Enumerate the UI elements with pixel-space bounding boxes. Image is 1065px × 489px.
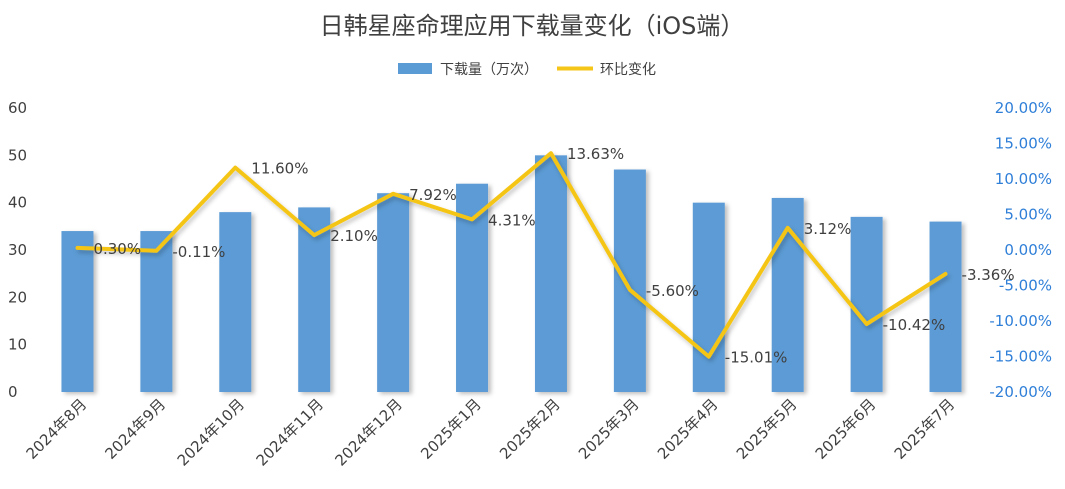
bar bbox=[613, 169, 646, 392]
x-tick-label: 2024年8月 bbox=[23, 395, 91, 463]
bar bbox=[534, 155, 567, 392]
bar bbox=[61, 231, 94, 392]
x-tick-label: 2025年7月 bbox=[891, 395, 959, 463]
line-data-label: 3.12% bbox=[804, 220, 852, 238]
x-tick-label: 2025年4月 bbox=[654, 395, 722, 463]
legend: 下载量（万次） 环比变化 bbox=[398, 62, 656, 78]
right-tick-label: 20.00% bbox=[995, 99, 1052, 117]
mom-line bbox=[75, 151, 948, 359]
bar bbox=[140, 231, 173, 392]
right-tick-label: 0.00% bbox=[1004, 241, 1052, 259]
right-tick-label: -5.00% bbox=[999, 277, 1052, 295]
line-data-label: 7.92% bbox=[409, 186, 457, 204]
left-tick-label: 40 bbox=[8, 194, 27, 212]
legend-label-downloads: 下载量（万次） bbox=[440, 62, 538, 78]
line-data-label: 11.60% bbox=[251, 160, 308, 178]
right-tick-label: 10.00% bbox=[995, 170, 1052, 188]
left-tick-label: 60 bbox=[8, 99, 27, 117]
line-data-label: 0.30% bbox=[93, 240, 141, 258]
legend-swatch-downloads bbox=[398, 63, 432, 74]
chart-title: 日韩星座命理应用下载量变化（iOS端） bbox=[320, 12, 745, 40]
x-tick-label: 2024年10月 bbox=[174, 395, 248, 469]
x-tick-label: 2025年2月 bbox=[496, 395, 564, 463]
x-tick-label: 2024年11月 bbox=[253, 395, 327, 469]
x-tick-label: 2025年5月 bbox=[733, 395, 801, 463]
right-axis: -20.00% -15.00% -10.00% -5.00% 0.00% 5.00% 10.… bbox=[989, 99, 1052, 401]
left-tick-label: 10 bbox=[8, 336, 27, 354]
line-data-label: 2.10% bbox=[330, 227, 378, 245]
right-tick-label: 15.00% bbox=[995, 135, 1052, 153]
bar bbox=[692, 202, 725, 392]
line-series bbox=[75, 151, 948, 359]
right-tick-label: -10.00% bbox=[989, 312, 1052, 330]
bar-series bbox=[61, 155, 962, 392]
line-data-label: -5.60% bbox=[646, 282, 699, 300]
x-tick-label: 2025年1月 bbox=[417, 395, 485, 463]
left-axis: 0 10 20 30 40 50 60 bbox=[8, 99, 27, 401]
x-tick-label: 2024年9月 bbox=[102, 395, 170, 463]
data-labels: 0.30% -0.11% 11.60% 2.10% 7.92% 4.31% 13.63% -5… bbox=[93, 145, 1014, 366]
line-data-label: 4.31% bbox=[488, 211, 536, 229]
legend-label-mom: 环比变化 bbox=[600, 62, 656, 78]
x-tick-label: 2025年3月 bbox=[575, 395, 643, 463]
bar bbox=[929, 221, 962, 392]
line-data-label: -15.01% bbox=[725, 349, 788, 367]
line-data-label: 13.63% bbox=[567, 145, 624, 163]
left-tick-label: 30 bbox=[8, 241, 27, 259]
line-data-label: -3.36% bbox=[962, 266, 1015, 284]
line-data-label: -0.11% bbox=[172, 243, 225, 261]
line-data-label: -10.42% bbox=[883, 316, 946, 334]
x-axis: 2024年8月 2024年9月 2024年10月 2024年11月 2024年12月 20… bbox=[23, 395, 959, 469]
right-tick-label: -15.00% bbox=[989, 348, 1052, 366]
right-tick-label: 5.00% bbox=[1004, 206, 1052, 224]
bar bbox=[219, 212, 252, 392]
x-tick-label: 2024年12月 bbox=[332, 395, 406, 469]
x-tick-label: 2025年6月 bbox=[812, 395, 880, 463]
left-tick-label: 20 bbox=[8, 288, 27, 306]
bar bbox=[377, 193, 410, 392]
left-tick-label: 50 bbox=[8, 146, 27, 164]
left-tick-label: 0 bbox=[8, 383, 18, 401]
bar bbox=[298, 207, 331, 392]
right-tick-label: -20.00% bbox=[989, 383, 1052, 401]
bar bbox=[850, 216, 883, 392]
